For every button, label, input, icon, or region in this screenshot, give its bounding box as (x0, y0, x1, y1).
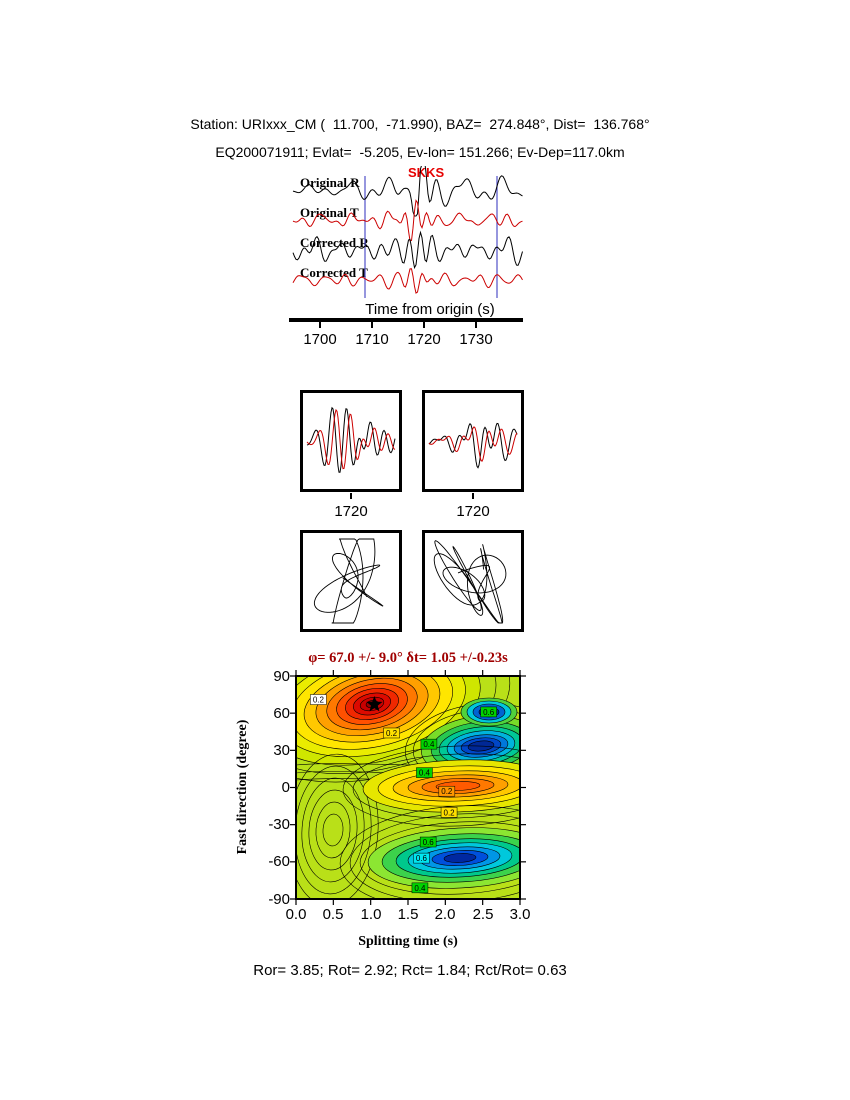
window-wave-black (428, 422, 518, 469)
window-tick-label-left: 1720 (334, 503, 368, 520)
contour-label-text: 0.4 (414, 884, 426, 893)
contour-line (342, 745, 520, 827)
x-tick-label: 0.0 (285, 906, 307, 923)
contour-label-box (438, 785, 456, 797)
y-tick-label: 0 (281, 779, 290, 796)
contour-line (349, 813, 520, 899)
time-tick (475, 322, 477, 328)
trace-label-original-t: Original T (300, 205, 359, 220)
contour-line (359, 821, 520, 895)
contour-line (301, 777, 365, 883)
time-axis-label: Time from origin (s) (365, 301, 495, 318)
seismogram-trace (292, 230, 523, 270)
trace-label-corrected-r: Corrected R (300, 235, 369, 250)
y-tick-label: 90 (273, 668, 290, 685)
x-tick-label: 0.5 (322, 906, 344, 923)
time-tick-label: 1730 (459, 331, 493, 348)
window-tick (472, 493, 474, 499)
seismogram-trace (292, 166, 523, 217)
window-wave-black (306, 406, 396, 473)
contour-line (352, 753, 520, 819)
x-tick-label: 1.0 (360, 906, 382, 923)
wave-window-box-left (300, 390, 402, 492)
seismogram-trace (292, 268, 523, 294)
contour-label-box (419, 836, 437, 848)
contour-label-box (420, 738, 438, 750)
station-title: Station: URIxxx_CM ( 11.700, -71.990), B… (190, 116, 650, 132)
contour-label-text: 0.6 (416, 854, 428, 863)
time-tick-label: 1700 (303, 331, 337, 348)
time-tick (319, 322, 321, 328)
time-axis-bar (289, 318, 523, 322)
time-tick (371, 322, 373, 328)
contour-label-box (411, 882, 429, 894)
contour-label-text: 0.6 (423, 838, 435, 847)
trace-label-original-r: Original R (300, 175, 360, 190)
contour-label-box (480, 706, 497, 718)
time-tick-label: 1720 (407, 331, 441, 348)
y-tick-label: -30 (268, 816, 290, 833)
x-tick-label: 2.5 (472, 906, 494, 923)
contour-title: φ= 67.0 +/- 9.0° δt= 1.05 +/-0.23s (308, 650, 508, 666)
contour-label-text: 0.2 (313, 696, 325, 705)
contour-line (296, 765, 372, 895)
y-tick-label: -90 (268, 891, 290, 908)
best-fit-star-marker (366, 696, 383, 712)
contour-label-box (383, 727, 400, 739)
particle-motion-right (433, 540, 507, 624)
contour-plot: 0.2 0.2 0.4 0.6 0.4 0.2 0.2 0.6 0.6 0.4 (290, 670, 526, 905)
contour-fill (443, 853, 477, 863)
contour-label-text: 0.2 (441, 787, 453, 796)
x-tick-label: 1.5 (397, 906, 419, 923)
window-tick-label-right: 1720 (456, 503, 490, 520)
contour-label-text: 0.6 (483, 708, 495, 717)
y-tick-label: -60 (268, 853, 290, 870)
particle-motion-left (313, 538, 384, 624)
window-wave-red (428, 426, 518, 463)
contour-line (315, 801, 351, 859)
contour-label-box (416, 767, 433, 778)
contour-label-text: 0.2 (386, 729, 398, 738)
particle-motion-box-left (300, 530, 402, 632)
time-tick (423, 322, 425, 328)
contour-line (339, 805, 520, 899)
particle-motion-curve (313, 538, 384, 624)
contour-line (322, 813, 344, 847)
contour-label-box (310, 694, 327, 705)
x-tick-label: 3.0 (509, 906, 531, 923)
contour-line (296, 676, 497, 774)
contour-line (308, 789, 358, 871)
window-wave-red (306, 408, 396, 470)
splitting-time-axis-label: Splitting time (s) (358, 934, 458, 949)
y-tick-label: 30 (273, 742, 290, 759)
seismogram-traces (292, 166, 523, 298)
trace-label-corrected-t: Corrected T (300, 265, 368, 280)
x-tick-label: 2.0 (434, 906, 456, 923)
contour-label-box (440, 807, 458, 818)
fast-direction-axis-label: Fast direction (degree) (235, 719, 250, 855)
contour-label-text: 0.4 (423, 740, 435, 749)
window-waveforms-right (428, 422, 518, 469)
stats-line: Ror= 3.85; Rot= 2.92; Rct= 1.84; Rct/Rot… (253, 962, 567, 979)
wave-window-box-right (422, 390, 524, 492)
contour-label-box (413, 852, 430, 864)
contour-label-text: 0.4 (419, 769, 431, 778)
time-tick-label: 1710 (355, 331, 389, 348)
window-tick (350, 493, 352, 499)
contour-label-text: 0.2 (444, 808, 456, 817)
particle-motion-box-right (422, 530, 524, 632)
particle-motion-curve (433, 540, 507, 624)
seismogram-trace (292, 199, 523, 242)
window-waveforms-left (306, 406, 396, 473)
contour-line (296, 753, 379, 899)
y-tick-label: 60 (273, 705, 290, 722)
event-title: EQ200071911; Evlat= -5.205, Ev-lon= 151.… (215, 144, 625, 160)
